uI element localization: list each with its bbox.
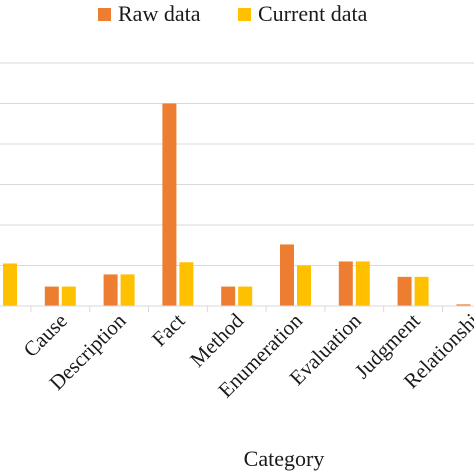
legend-item-current-data: Current data <box>238 0 367 28</box>
bar-current-data <box>120 274 135 306</box>
bar-raw-data <box>397 276 412 306</box>
legend-swatch-raw-data <box>98 7 111 21</box>
bar-current-data <box>414 276 429 306</box>
bar-raw-data <box>456 304 471 306</box>
bar-current-data <box>179 262 194 306</box>
bar-current-data <box>238 286 253 306</box>
bar-raw-data <box>103 274 118 306</box>
legend: Raw data Current data <box>0 0 474 28</box>
bar-current-data <box>297 265 311 306</box>
x-axis-ticks <box>30 306 443 312</box>
bar-raw-data <box>162 103 177 306</box>
bar-raw-data <box>221 286 236 306</box>
legend-label-raw-data: Raw data <box>118 1 201 26</box>
x-tick-label: Cause <box>19 309 72 362</box>
legend-swatch-current-data <box>238 7 251 21</box>
x-axis-title: Category <box>244 446 325 471</box>
bars <box>3 103 471 306</box>
bar-raw-data <box>338 261 353 306</box>
bar-raw-data <box>280 244 294 306</box>
bar-raw-data <box>44 286 59 306</box>
legend-item-raw-data: Raw data <box>98 0 200 28</box>
bar-current-data <box>3 263 17 306</box>
bar-current-data <box>355 261 370 306</box>
bar-current-data <box>61 286 76 306</box>
x-tick-label: Fact <box>147 308 190 351</box>
gridlines <box>0 62 474 266</box>
legend-label-current-data: Current data <box>258 1 368 26</box>
